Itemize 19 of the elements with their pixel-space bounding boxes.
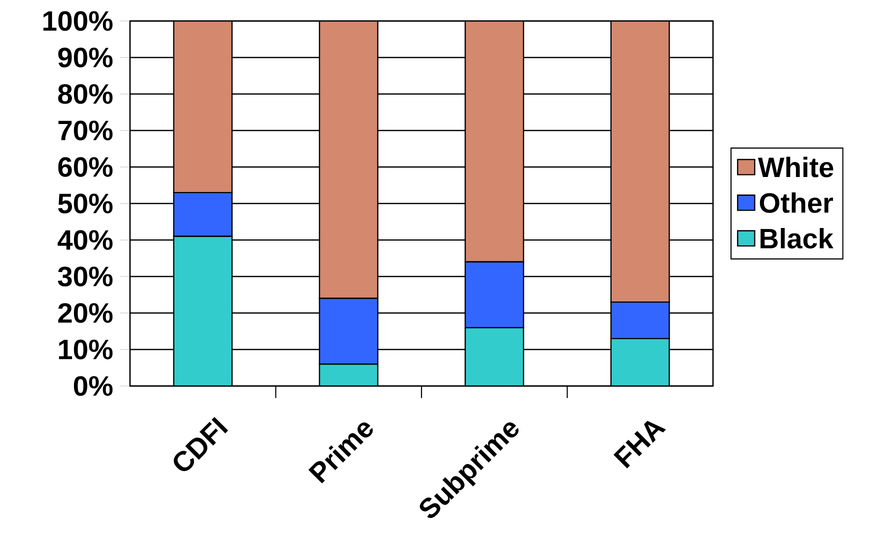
legend-label: Other bbox=[760, 192, 833, 213]
y-tick-label: 0% bbox=[74, 376, 113, 396]
legend-label: White bbox=[758, 156, 834, 178]
y-tick-label: 70% bbox=[58, 120, 113, 140]
y-tick-label: 30% bbox=[58, 266, 113, 286]
y-tick-label: 80% bbox=[58, 84, 113, 104]
y-tick-label: 20% bbox=[58, 303, 113, 323]
y-tick-label: 50% bbox=[58, 194, 113, 214]
legend-label: Black bbox=[760, 228, 834, 249]
y-tick-label: 10% bbox=[59, 340, 113, 360]
bar bbox=[318, 21, 378, 300]
y-tick-label: 40% bbox=[58, 230, 113, 250]
bar bbox=[173, 21, 233, 194]
x-tick-label: FHA bbox=[614, 420, 666, 468]
y-tick-label: 90% bbox=[58, 48, 113, 68]
bar bbox=[464, 21, 524, 263]
y-tick-label: 60% bbox=[58, 157, 113, 177]
bar bbox=[610, 21, 670, 303]
y-tick-label: 100% bbox=[43, 11, 113, 31]
